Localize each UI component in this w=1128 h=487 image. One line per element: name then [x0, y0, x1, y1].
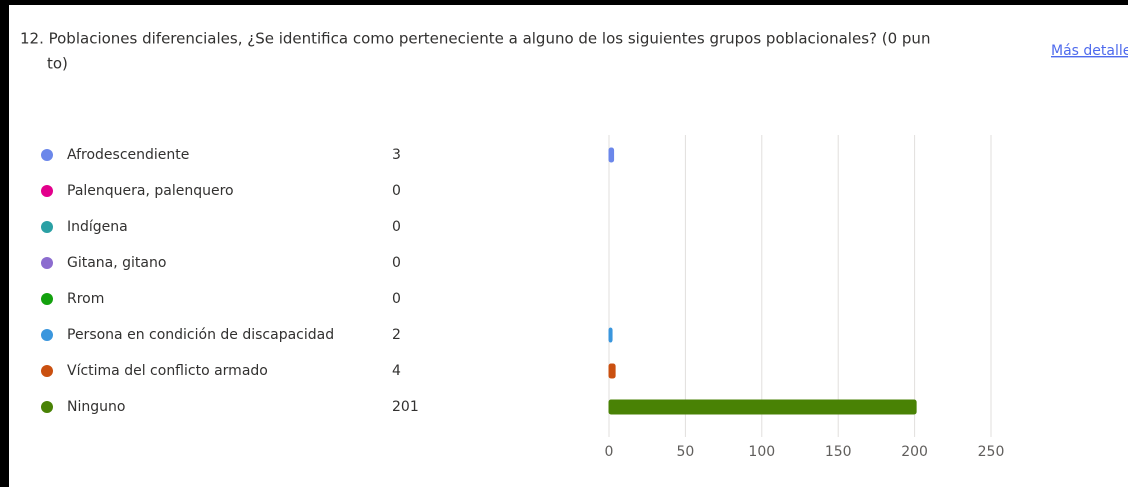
legend-label: Ninguno — [67, 399, 125, 415]
count-label: 2 — [392, 327, 401, 343]
border-left — [0, 0, 9, 487]
legend-dot — [41, 329, 53, 341]
legend-label: Indígena — [67, 219, 128, 235]
question-title: 12. Poblaciones diferenciales, ¿Se ident… — [20, 30, 930, 48]
legend-dot — [41, 185, 53, 197]
legend-label: Gitana, gitano — [67, 255, 166, 271]
legend-dot — [41, 401, 53, 413]
bar — [608, 147, 615, 163]
legend-dot — [41, 149, 53, 161]
x-tick-label: 50 — [676, 444, 694, 460]
count-label: 0 — [392, 255, 401, 271]
count-label: 201 — [392, 399, 419, 415]
x-tick-label: 250 — [978, 444, 1005, 460]
x-tick-label: 0 — [605, 444, 614, 460]
count-label: 3 — [392, 147, 401, 163]
x-tick-label: 100 — [748, 444, 775, 460]
details-link[interactable]: Más detalles — [1051, 43, 1128, 59]
legend-dot — [41, 365, 53, 377]
legend-label: Persona en condición de discapacidad — [67, 327, 334, 343]
count-label: 0 — [392, 183, 401, 199]
count-label: 0 — [392, 219, 401, 235]
bar — [608, 399, 917, 415]
legend-dot — [41, 221, 53, 233]
legend-label: Afrodescendiente — [67, 147, 189, 163]
count-label: 4 — [392, 363, 401, 379]
bar — [608, 363, 616, 379]
legend-dot — [41, 293, 53, 305]
legend-label: Víctima del conflicto armado — [67, 363, 268, 379]
question-title: to) — [47, 55, 68, 73]
legend-label: Rrom — [67, 291, 104, 307]
bar — [608, 327, 613, 343]
legend-dot — [41, 257, 53, 269]
x-tick-label: 200 — [901, 444, 928, 460]
count-label: 0 — [392, 291, 401, 307]
x-tick-label: 150 — [825, 444, 852, 460]
border-top — [0, 0, 1128, 5]
legend-label: Palenquera, palenquero — [67, 183, 234, 199]
